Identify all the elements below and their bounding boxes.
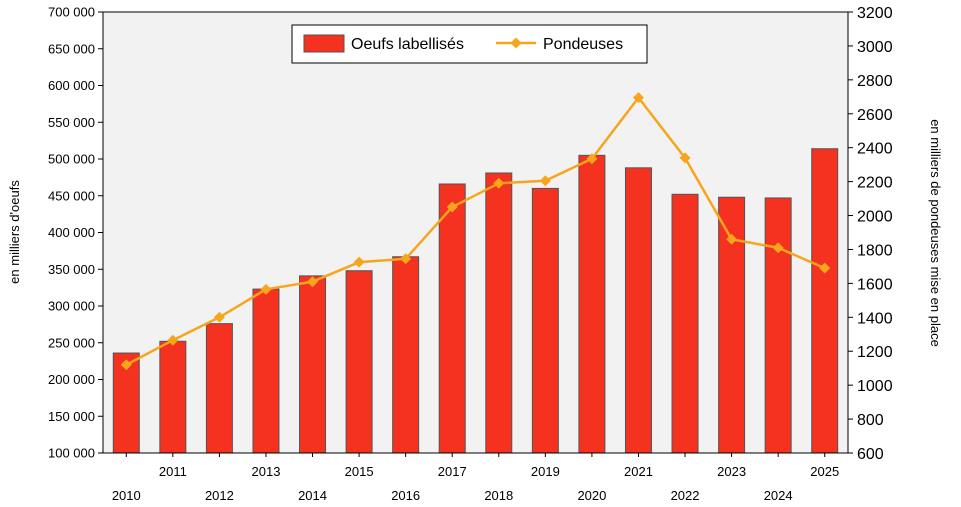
x-tick-label: 2017 <box>438 464 467 479</box>
point-2015 <box>353 256 365 268</box>
x-tick-label: 2019 <box>531 464 560 479</box>
point-2010 <box>120 359 132 371</box>
x-tick-label: 2016 <box>391 488 420 503</box>
x-tick-label: 2013 <box>252 464 281 479</box>
bar-2020 <box>578 154 606 454</box>
x-tick-label: 2018 <box>484 488 513 503</box>
right-tick-label: 2000 <box>857 209 893 226</box>
left-tick-label: 150 000 <box>48 409 95 424</box>
bar-2015 <box>345 270 373 454</box>
right-tick-label: 2800 <box>857 73 893 90</box>
right-tick-label: 2400 <box>857 141 893 158</box>
left-tick-label: 250 000 <box>48 335 95 350</box>
x-tick-label: 2020 <box>577 488 606 503</box>
left-axis: 100 000 150 000 200 000 250 000 300 000 350 0… <box>48 5 103 461</box>
point-2022 <box>679 152 691 164</box>
right-tick-label: 1400 <box>857 310 893 327</box>
bar-2022 <box>671 193 699 454</box>
left-tick-label: 200 000 <box>48 372 95 387</box>
bar-2025 <box>811 148 839 454</box>
x-axis: 2010 2011 2012 2013 2014 2015 2016 2017 2018 2019… <box>112 453 839 503</box>
bar-2024 <box>764 197 792 454</box>
point-2020 <box>586 153 598 165</box>
left-tick-label: 400 000 <box>48 225 95 240</box>
point-2019 <box>539 175 551 187</box>
right-tick-label: 1200 <box>857 344 893 361</box>
x-tick-label: 2011 <box>159 464 187 479</box>
legend-box <box>291 24 648 64</box>
bar-2017 <box>438 183 466 454</box>
right-tick-label: 3000 <box>857 39 893 56</box>
right-tick-label: 800 <box>857 412 884 429</box>
right-axis-title: en milliers de pondeuses mise en place <box>928 119 943 347</box>
point-2018 <box>493 177 505 189</box>
point-2011 <box>167 334 179 346</box>
bar-2012 <box>205 323 233 454</box>
bar-2011 <box>159 340 187 454</box>
left-tick-label: 350 000 <box>48 262 95 277</box>
legend-swatch-marker <box>510 37 522 49</box>
legend-label-bar: Oeufs labellisés <box>351 36 464 53</box>
point-2023 <box>726 233 738 245</box>
x-tick-label: 2023 <box>717 464 746 479</box>
right-tick-label: 1800 <box>857 242 893 259</box>
x-tick-label: 2014 <box>298 488 327 503</box>
bar-2014 <box>299 275 327 454</box>
point-2012 <box>213 311 225 323</box>
left-tick-label: 600 000 <box>48 78 95 93</box>
bar-2013 <box>252 288 280 454</box>
right-tick-label: 2200 <box>857 175 893 192</box>
x-tick-label: 2022 <box>671 488 700 503</box>
bar-2016 <box>392 256 420 454</box>
legend: Oeufs labellisés Pondeuses <box>291 24 648 64</box>
point-2024 <box>772 242 784 254</box>
left-tick-label: 450 000 <box>48 188 95 203</box>
point-2013 <box>260 283 272 295</box>
left-tick-label: 550 000 <box>48 115 95 130</box>
left-tick-label: 500 000 <box>48 152 95 167</box>
x-tick-label: 2024 <box>764 488 793 503</box>
x-tick-label: 2010 <box>112 488 141 503</box>
x-tick-label: 2015 <box>345 464 374 479</box>
right-axis: 600 800 1000 1200 1400 1600 1800 2000 2200 2400 26… <box>848 5 893 463</box>
right-tick-label: 2600 <box>857 107 893 124</box>
pondeuses-line <box>125 96 826 366</box>
point-2014 <box>307 276 319 288</box>
x-tick-label: 2012 <box>205 488 234 503</box>
bar-2021 <box>624 167 652 454</box>
left-tick-label: 650 000 <box>48 41 95 56</box>
bar-series <box>112 148 839 454</box>
point-2021 <box>632 92 644 104</box>
legend-label-line: Pondeuses <box>543 36 623 53</box>
point-2025 <box>819 262 831 274</box>
left-tick-label: 100 000 <box>48 446 95 461</box>
point-2016 <box>400 253 412 265</box>
left-tick-label: 700 000 <box>48 5 95 20</box>
right-tick-label: 600 <box>857 446 884 463</box>
left-tick-label: 300 000 <box>48 299 95 314</box>
legend-swatch-bar <box>303 34 345 53</box>
point-2017 <box>446 201 458 213</box>
x-tick-label: 2021 <box>624 464 653 479</box>
bar-2018 <box>485 172 513 454</box>
x-tick-label: 2025 <box>810 464 839 479</box>
right-tick-label: 1000 <box>857 378 893 395</box>
right-tick-label: 3200 <box>857 5 893 22</box>
right-tick-label: 1600 <box>857 276 893 293</box>
left-axis-title: en milliers d'oeufs <box>7 180 22 284</box>
bar-2019 <box>531 187 559 454</box>
line-series <box>120 92 831 371</box>
